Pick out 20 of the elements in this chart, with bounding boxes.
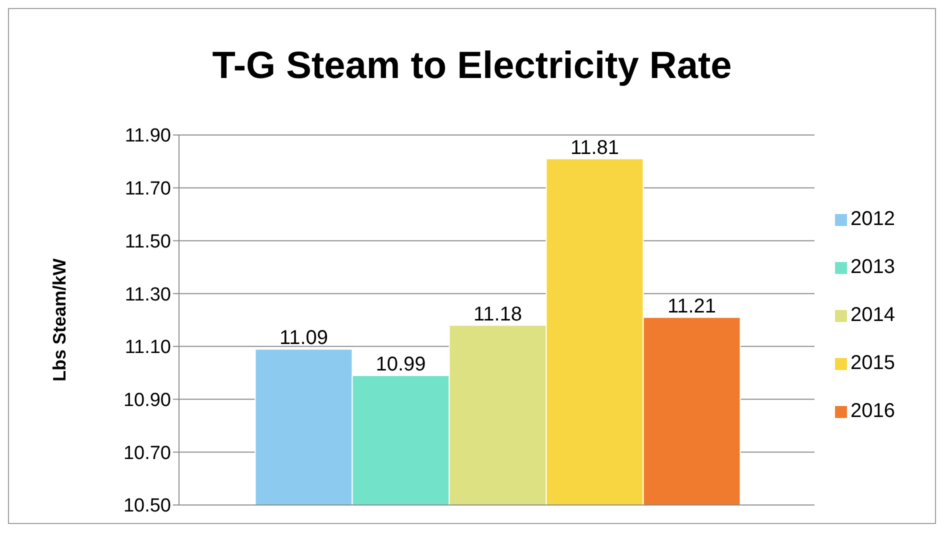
legend-label: 2016 <box>850 400 895 422</box>
y-axis-title: Lbs Steam/kW <box>49 258 70 382</box>
legend-label: 2014 <box>850 304 895 326</box>
data-label: 10.99 <box>376 354 426 376</box>
legend-label: 2012 <box>850 208 895 230</box>
y-tick-label: 11.90 <box>124 126 171 147</box>
legend-label: 2015 <box>850 352 895 374</box>
y-tick-label: 11.30 <box>124 284 171 306</box>
data-label: 11.81 <box>570 136 620 159</box>
data-label: 11.09 <box>279 327 328 350</box>
y-tick-label: 11.10 <box>124 337 171 358</box>
y-tick-label: 10.70 <box>123 442 171 464</box>
data-label: 11.18 <box>473 303 522 326</box>
y-tick-label: 11.50 <box>124 231 171 252</box>
data-label: 11.21 <box>667 295 716 318</box>
y-tick-label: 10.90 <box>123 390 171 412</box>
legend-label: 2013 <box>850 256 895 278</box>
y-tick-label: 11.70 <box>124 178 171 200</box>
chart-title: T-G Steam to Electricity Rate <box>211 45 733 89</box>
y-tick-label: 10.50 <box>123 496 171 517</box>
